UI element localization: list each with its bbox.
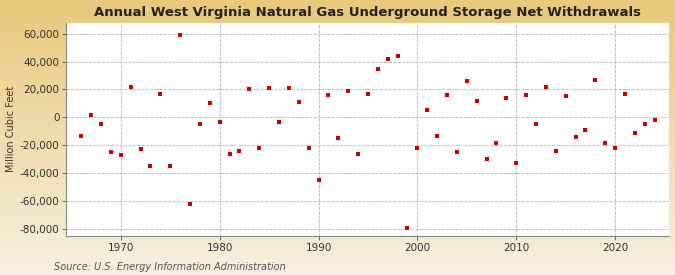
Point — [639, 122, 650, 127]
Point — [491, 140, 502, 145]
Point — [264, 86, 275, 90]
Point — [481, 157, 492, 161]
Point — [234, 149, 245, 153]
Point — [126, 84, 136, 89]
Point — [273, 119, 284, 124]
Point — [610, 146, 620, 150]
Point — [441, 93, 452, 97]
Point — [422, 108, 433, 112]
Point — [570, 135, 581, 139]
Point — [402, 226, 413, 230]
Point — [620, 92, 630, 96]
Point — [145, 164, 156, 168]
Text: Source: U.S. Energy Information Administration: Source: U.S. Energy Information Administ… — [54, 262, 286, 272]
Point — [303, 146, 314, 150]
Point — [560, 94, 571, 99]
Point — [452, 150, 462, 155]
Point — [432, 133, 443, 138]
Point — [362, 92, 373, 96]
Point — [184, 202, 195, 206]
Point — [313, 178, 324, 182]
Point — [135, 147, 146, 152]
Point — [115, 153, 126, 157]
Point — [392, 54, 403, 58]
Title: Annual West Virginia Natural Gas Underground Storage Net Withdrawals: Annual West Virginia Natural Gas Undergr… — [95, 6, 641, 18]
Point — [244, 87, 254, 92]
Point — [373, 66, 383, 71]
Point — [649, 118, 660, 122]
Point — [214, 119, 225, 124]
Point — [531, 122, 541, 127]
Point — [580, 128, 591, 132]
Point — [155, 92, 166, 96]
Y-axis label: Million Cubic Feet: Million Cubic Feet — [5, 86, 16, 172]
Point — [205, 101, 215, 106]
Point — [105, 150, 116, 155]
Point — [590, 78, 601, 82]
Point — [412, 146, 423, 150]
Point — [333, 136, 344, 141]
Point — [224, 152, 235, 156]
Point — [175, 33, 186, 37]
Point — [76, 133, 86, 138]
Point — [323, 93, 334, 97]
Point — [471, 98, 482, 103]
Point — [630, 131, 641, 135]
Point — [382, 57, 393, 61]
Point — [194, 122, 205, 127]
Point — [165, 164, 176, 168]
Point — [520, 93, 531, 97]
Point — [511, 161, 522, 166]
Point — [600, 140, 611, 145]
Point — [86, 112, 97, 117]
Point — [254, 146, 265, 150]
Point — [541, 84, 551, 89]
Point — [343, 89, 354, 93]
Point — [284, 86, 294, 90]
Point — [462, 79, 472, 83]
Point — [96, 122, 107, 127]
Point — [550, 149, 561, 153]
Point — [352, 152, 363, 156]
Point — [501, 96, 512, 100]
Point — [294, 100, 304, 104]
